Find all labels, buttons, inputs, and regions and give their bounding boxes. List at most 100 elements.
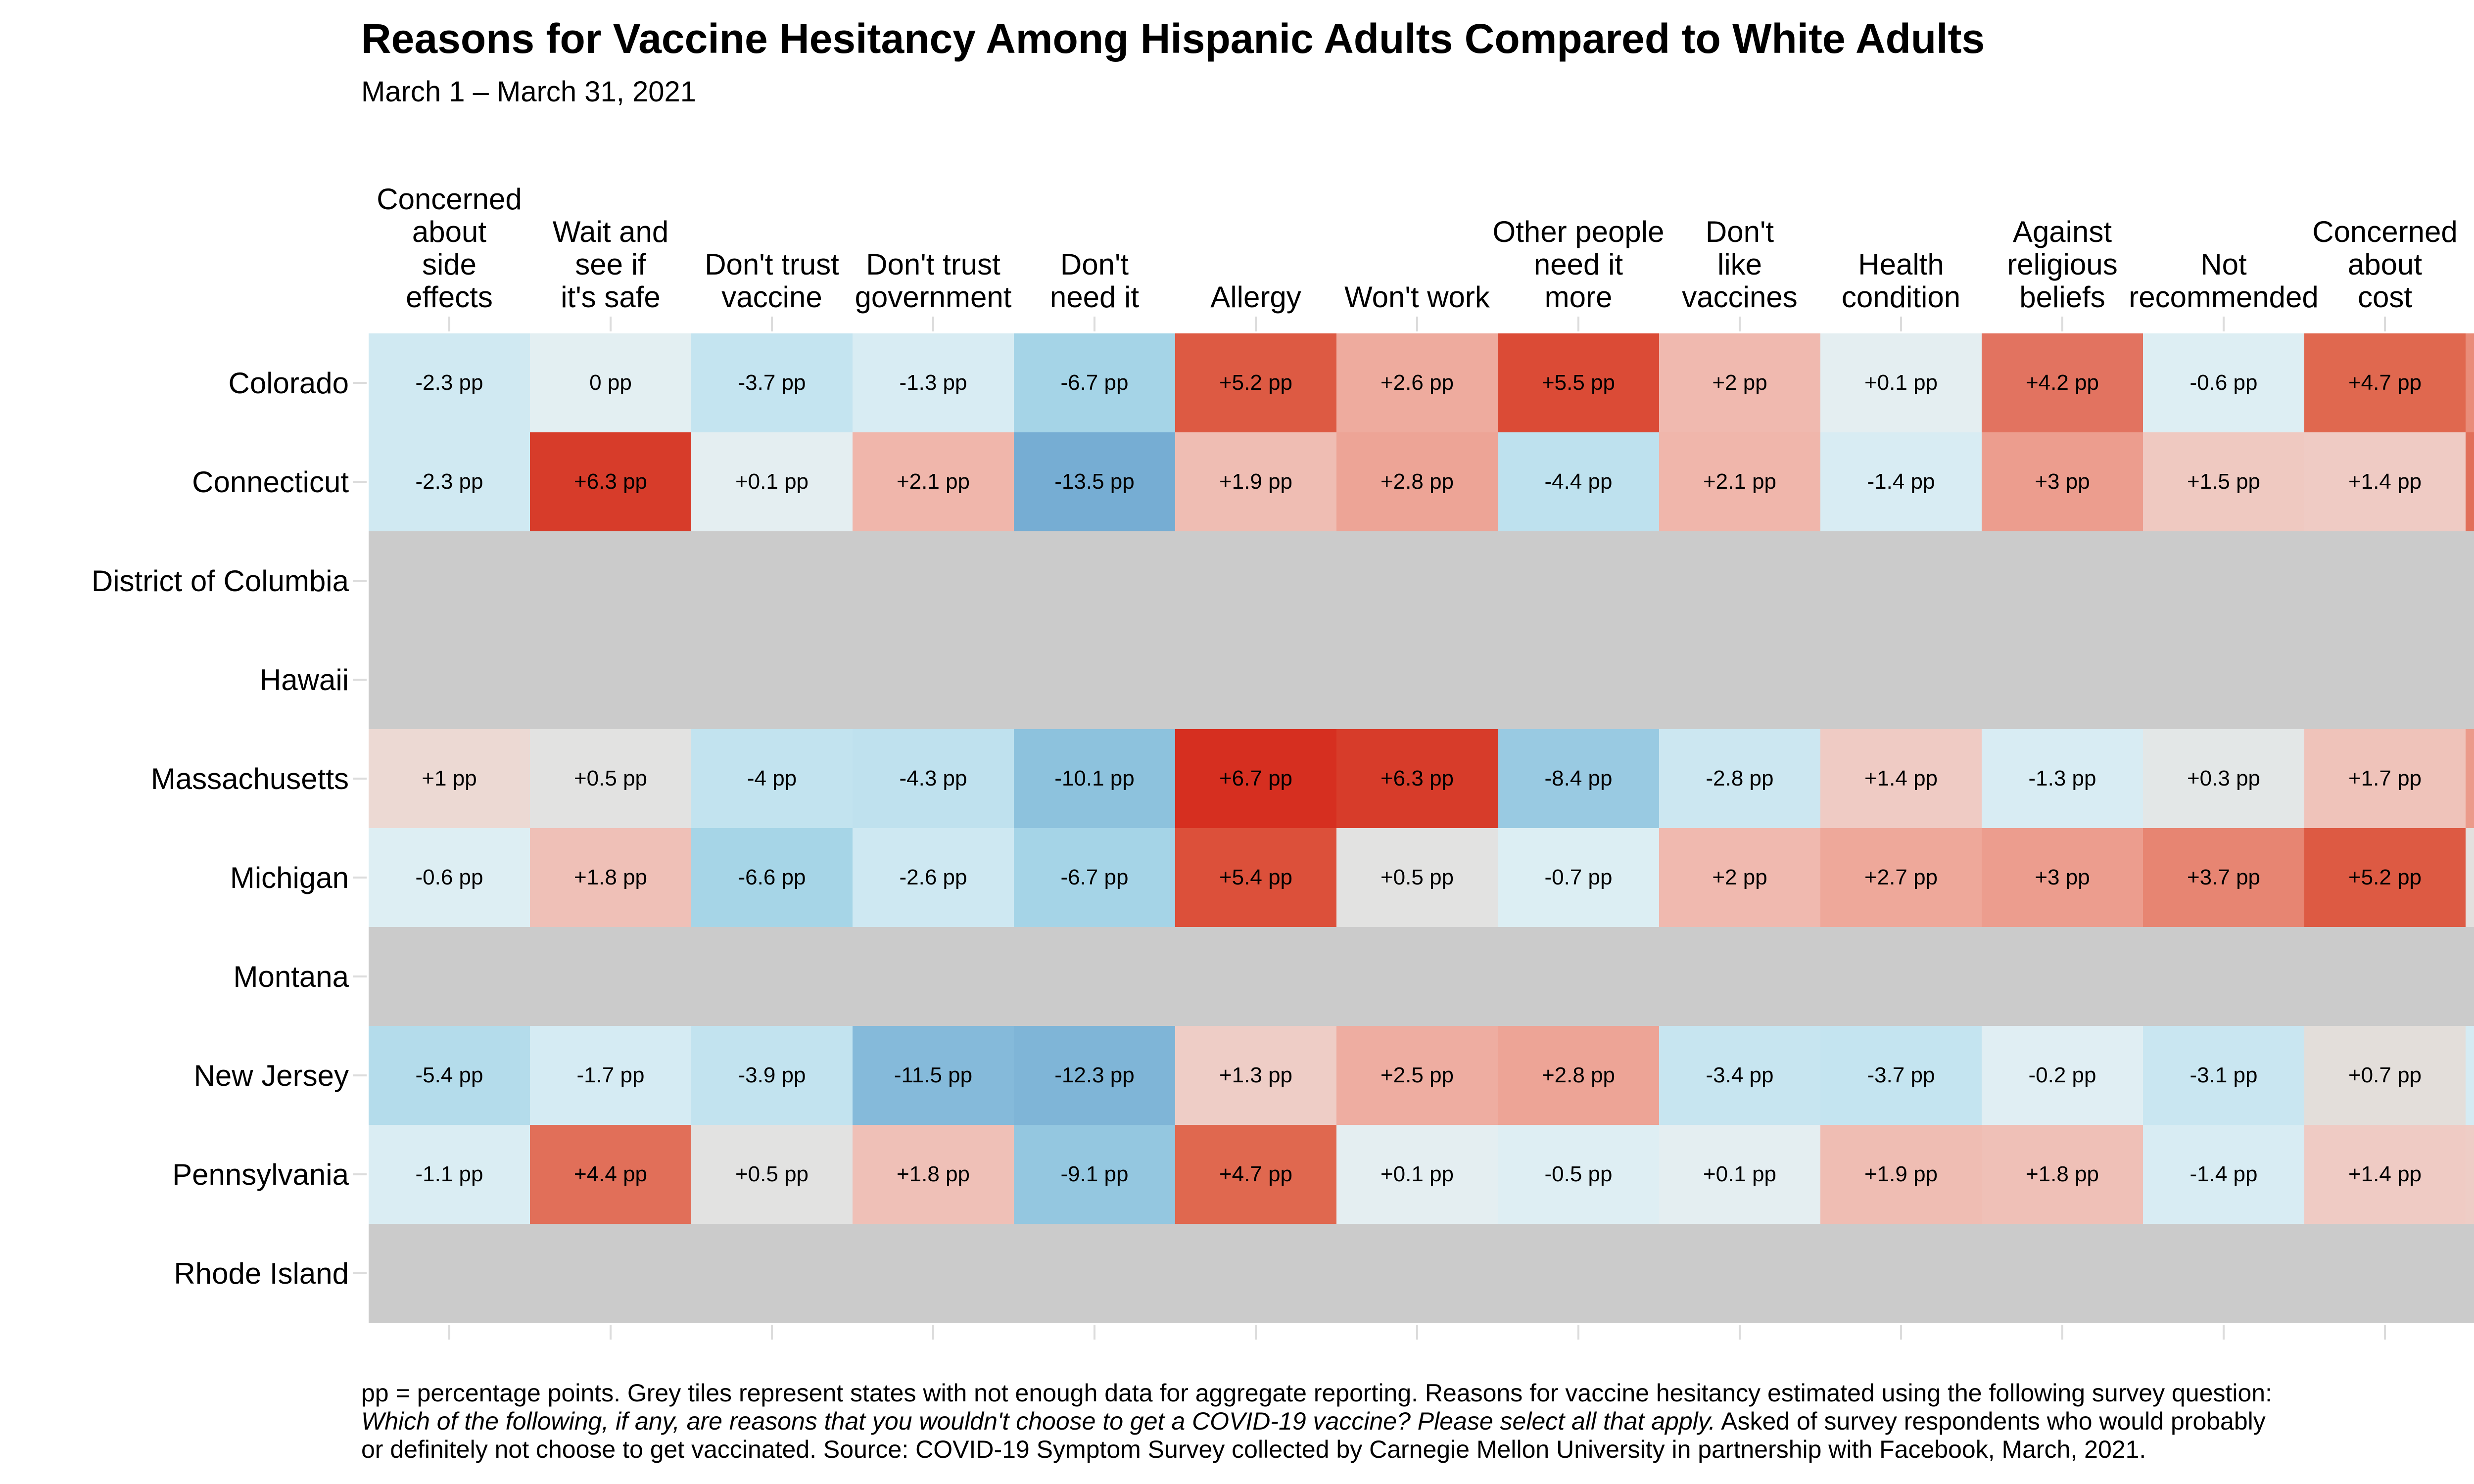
cell-value: +2.6 pp xyxy=(1380,371,1454,395)
heatmap-cell: -3.7 pp xyxy=(691,333,853,432)
row-tick-left xyxy=(353,778,367,780)
row-tick-left xyxy=(353,382,367,384)
column-header: Pregnancy xyxy=(2446,281,2474,314)
column-tick-top xyxy=(932,317,934,331)
heatmap-cell: +1.4 pp xyxy=(1820,729,1982,828)
heatmap-cell: +2.7 pp xyxy=(1820,828,1982,927)
cell-value: -3.4 pp xyxy=(1706,1063,1774,1087)
cell-value: -2.8 pp xyxy=(1706,766,1774,790)
cell-value: -9.1 pp xyxy=(1060,1162,1129,1186)
cell-value: +0.5 pp xyxy=(573,766,648,790)
heatmap-cell: +5.4 pp xyxy=(1175,828,1336,927)
column-tick-bottom xyxy=(610,1325,612,1340)
row-label: Rhode Island xyxy=(174,1256,349,1290)
cell-value: +6.3 pp xyxy=(573,469,648,494)
row-tick-left xyxy=(353,679,367,681)
heatmap-cell: +5.2 pp xyxy=(1175,333,1336,432)
column-header-line: more xyxy=(1544,280,1613,314)
cell-value: -6.6 pp xyxy=(738,865,806,889)
column-header: Won't work xyxy=(1317,281,1518,314)
heatmap-cell: +2.5 pp xyxy=(1336,1026,1498,1125)
cell-value: +2.8 pp xyxy=(1541,1063,1616,1087)
cell-value: +2.7 pp xyxy=(1864,865,1938,889)
column-tick-top xyxy=(2223,317,2225,331)
heatmap-cell: -3.7 pp xyxy=(1820,1026,1982,1125)
cell-value: -2.3 pp xyxy=(415,469,483,494)
column-tick-top xyxy=(610,317,612,331)
heatmap-cell: -0.6 pp xyxy=(369,828,530,927)
heatmap-cell: +0.6 pp xyxy=(2466,828,2474,927)
column-header-line: vaccine xyxy=(721,280,822,314)
heatmap-cell: +2.6 pp xyxy=(1336,333,1498,432)
heatmap-cell: +1.3 pp xyxy=(1175,1026,1336,1125)
heatmap-cell: -6.7 pp xyxy=(1014,333,1175,432)
cell-value: +5.5 pp xyxy=(1541,371,1616,395)
cell-value: -0.6 pp xyxy=(2189,371,2258,395)
cell-value: -3.7 pp xyxy=(1867,1063,1935,1087)
column-header-line: effects xyxy=(406,280,493,314)
footnote-text: Asked of survey respondents who would pr… xyxy=(1715,1407,2266,1435)
heatmap-cell: -3.9 pp xyxy=(691,1026,853,1125)
cell-value: +1.9 pp xyxy=(1219,469,1293,494)
column-tick-bottom xyxy=(932,1325,934,1340)
heatmap-cell: +3 pp xyxy=(1982,828,2143,927)
cell-value: +1 pp xyxy=(422,766,477,790)
column-header-line: like xyxy=(1717,248,1762,281)
heatmap-cell: +2.1 pp xyxy=(1659,432,1820,531)
column-header-line: side xyxy=(422,248,477,281)
heatmap-cell: +0.5 pp xyxy=(1336,828,1498,927)
column-tick-top xyxy=(2061,317,2063,331)
cell-value: -11.5 pp xyxy=(894,1063,973,1087)
column-header-line: it's safe xyxy=(561,280,661,314)
column-tick-top xyxy=(1255,317,1257,331)
heatmap-cell: +2 pp xyxy=(1659,828,1820,927)
column-header: Don't trust vaccine xyxy=(671,248,872,314)
cell-value: 0 pp xyxy=(589,371,632,395)
heatmap-cell: -1.7 pp xyxy=(530,1026,691,1125)
heatmap-cell: -1.7 pp xyxy=(2466,1026,2474,1125)
heatmap-cell: -6.7 pp xyxy=(1014,828,1175,927)
heatmap-cell: -2.8 pp xyxy=(1659,729,1820,828)
column-header-line: about xyxy=(412,215,487,248)
column-tick-top xyxy=(1094,317,1095,331)
row-label: Montana xyxy=(233,960,349,993)
row-tick-left xyxy=(353,1074,367,1076)
column-header-line: Don't xyxy=(1060,248,1129,281)
column-header: Wait and see if it's safe xyxy=(510,216,711,314)
column-header-line: Against xyxy=(2012,215,2112,248)
cell-value: +1.7 pp xyxy=(2348,766,2422,790)
footnote-line: or definitely not choose to get vaccinat… xyxy=(361,1436,2146,1464)
row-tick-left xyxy=(353,975,367,977)
cell-value: -6.7 pp xyxy=(1060,865,1129,889)
heatmap-cell: -0.5 pp xyxy=(1498,1125,1659,1224)
cell-value: -5.4 pp xyxy=(415,1063,483,1087)
column-header: Concerned about side effects xyxy=(349,183,550,314)
heatmap-cell: +6.3 pp xyxy=(530,432,691,531)
footnote-line: pp = percentage points. Grey tiles repre… xyxy=(361,1379,2272,1407)
column-header-line: beliefs xyxy=(2019,280,2105,314)
cell-value: +0.3 pp xyxy=(2187,766,2261,790)
column-header: Other people need it more xyxy=(1478,216,1679,314)
cell-value: +1.4 pp xyxy=(2348,469,2422,494)
column-header: Concerned about cost xyxy=(2284,216,2474,314)
cell-value: +1.4 pp xyxy=(1864,766,1938,790)
cell-value: +0.5 pp xyxy=(1380,865,1454,889)
column-tick-top xyxy=(448,317,450,331)
column-header-line: vaccines xyxy=(1682,280,1798,314)
heatmap-cell: -13.5 pp xyxy=(1014,432,1175,531)
cell-value: +0.7 pp xyxy=(2348,1063,2422,1087)
cell-value: +2 pp xyxy=(1712,865,1767,889)
heatmap-cell: -9.1 pp xyxy=(1014,1125,1175,1224)
column-header-line: Pregnancy xyxy=(2446,281,2474,314)
column-header-line: need it xyxy=(1049,280,1140,314)
column-tick-top xyxy=(1900,317,1902,331)
heatmap-cell: -1.3 pp xyxy=(853,333,1014,432)
column-tick-top xyxy=(1416,317,1418,331)
column-header-line: cost xyxy=(2357,280,2413,314)
column-header: Don't need it xyxy=(994,248,1195,314)
cell-value: -4.3 pp xyxy=(899,766,967,790)
heatmap-cell: +4.4 pp xyxy=(2466,432,2474,531)
heatmap-cell: +1.9 pp xyxy=(1175,432,1336,531)
heatmap-cell: +1.8 pp xyxy=(1982,1125,2143,1224)
